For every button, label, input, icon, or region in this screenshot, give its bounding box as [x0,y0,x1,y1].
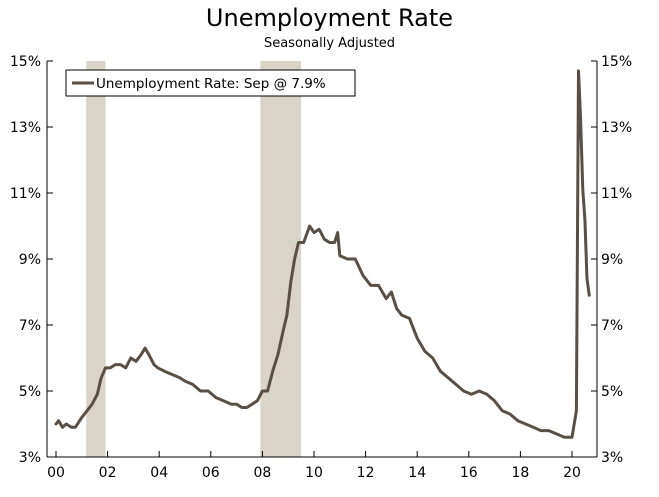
chart-subtitle: Seasonally Adjusted [263,36,396,51]
chart-title: Unemployment Rate [205,4,454,32]
legend: Unemployment Rate: Sep @ 7.9% [65,69,356,97]
y-tick-label-right: 5% [601,384,623,400]
legend-box [65,69,356,97]
y-tick-label-left: 13% [10,120,41,136]
y-tick-label-left: 11% [10,186,41,202]
legend-label: Unemployment Rate: Sep @ 7.9% [96,76,326,92]
y-tick-label-left: 3% [19,450,41,466]
y-tick-label-right: 13% [601,120,632,136]
y-tick-label-right: 9% [601,252,623,268]
y-tick-label-right: 11% [601,186,632,202]
recession-bar-0 [86,61,106,457]
x-tick-label: 00 [47,465,65,481]
series-layer [54,69,591,439]
y-tick-label-left: 5% [19,384,41,400]
x-tick-label: 12 [357,465,375,481]
series-line-0 [54,69,591,439]
x-tick-label: 02 [99,465,117,481]
y-tick-label-left: 7% [19,318,41,334]
y-tick-label-left: 9% [19,252,41,268]
x-tick-label: 14 [408,465,426,481]
x-tick-label: 20 [563,465,581,481]
x-tick-label: 18 [511,465,529,481]
axes: 3% 3% 5% 5% 7% 7% 9% 9% 11% 11% 13% 13% 15% 15% 00 02 04… [10,54,632,481]
x-tick-label: 08 [253,465,271,481]
recession-shading [86,61,302,457]
x-tick-label: 16 [460,465,478,481]
x-tick-label: 04 [150,465,168,481]
y-tick-label-right: 7% [601,318,623,334]
x-tick-label: 10 [305,465,323,481]
y-tick-label-left: 15% [10,54,41,70]
y-tick-label-right: 15% [601,54,632,70]
x-tick-label: 06 [202,465,220,481]
y-tick-label-right: 3% [601,450,623,466]
